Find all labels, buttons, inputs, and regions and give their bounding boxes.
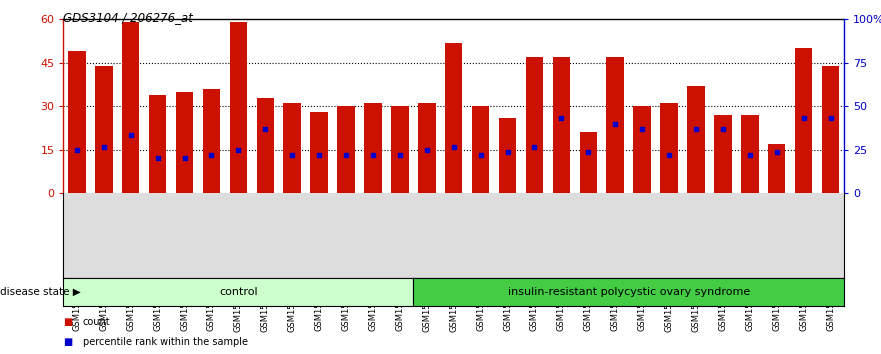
Bar: [499, 118, 516, 193]
Bar: [122, 22, 139, 193]
Bar: [795, 48, 812, 193]
Bar: [822, 66, 840, 193]
Bar: [418, 103, 435, 193]
Bar: [526, 57, 544, 193]
Bar: [310, 112, 328, 193]
Bar: [633, 106, 651, 193]
Bar: [230, 22, 248, 193]
Bar: [391, 106, 409, 193]
Bar: [203, 89, 220, 193]
Bar: [580, 132, 597, 193]
Text: ■: ■: [63, 317, 72, 327]
Bar: [95, 66, 113, 193]
Text: count: count: [83, 317, 110, 327]
Bar: [687, 86, 705, 193]
Bar: [606, 57, 624, 193]
Bar: [472, 106, 489, 193]
Text: disease state ▶: disease state ▶: [0, 287, 81, 297]
Bar: [660, 103, 677, 193]
Bar: [364, 103, 381, 193]
Bar: [284, 103, 301, 193]
Bar: [714, 115, 731, 193]
Bar: [149, 95, 167, 193]
Text: GDS3104 / 206276_at: GDS3104 / 206276_at: [63, 11, 193, 24]
Text: control: control: [219, 287, 258, 297]
Bar: [741, 115, 759, 193]
Bar: [68, 51, 85, 193]
Bar: [445, 42, 463, 193]
Text: ■: ■: [63, 337, 72, 347]
Text: percentile rank within the sample: percentile rank within the sample: [83, 337, 248, 347]
Bar: [768, 144, 786, 193]
Bar: [176, 92, 193, 193]
Bar: [256, 98, 274, 193]
Bar: [552, 57, 570, 193]
Text: insulin-resistant polycystic ovary syndrome: insulin-resistant polycystic ovary syndr…: [507, 287, 750, 297]
Bar: [337, 106, 355, 193]
